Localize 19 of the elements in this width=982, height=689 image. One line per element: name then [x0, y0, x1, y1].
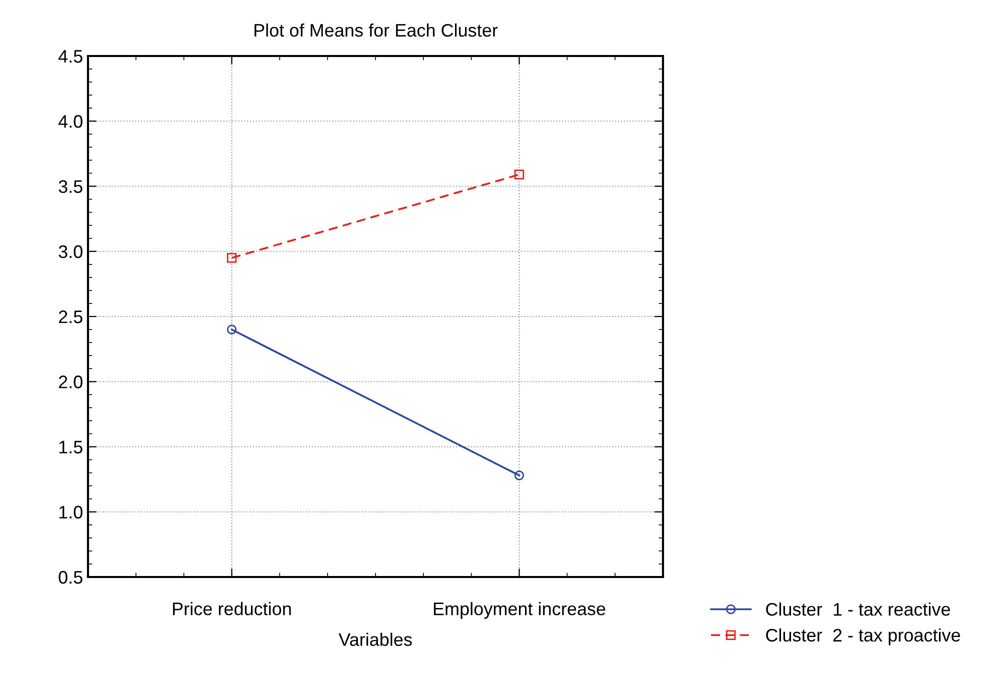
x-tick-label: Price reduction	[173, 602, 291, 616]
y-tick-label: 0.5	[58, 570, 82, 584]
y-tick-label: 1.5	[59, 440, 82, 454]
y-tick-label: 1.0	[59, 506, 82, 519]
point	[226, 253, 237, 263]
legend-label: Cluster 2 - tax proactive	[766, 628, 960, 646]
legend-label: Cluster 1 - tax reactive	[766, 602, 950, 616]
y-tick-label: 4.0	[58, 115, 82, 128]
point	[514, 170, 524, 180]
y-tick-label: 3.0	[58, 245, 82, 258]
y-tick-label: 2.5	[58, 310, 82, 324]
chart-title: Plot of Means for Each Cluster	[254, 23, 498, 37]
y-tick-label: 4.5	[58, 50, 82, 63]
y-tick-label: 3.5	[58, 180, 82, 193]
y-tick-label: 2.0	[58, 376, 82, 388]
point	[514, 470, 524, 480]
x-axis-title: Variables	[338, 632, 412, 646]
point	[226, 324, 237, 334]
x-tick-label: Employment increase	[434, 602, 606, 619]
